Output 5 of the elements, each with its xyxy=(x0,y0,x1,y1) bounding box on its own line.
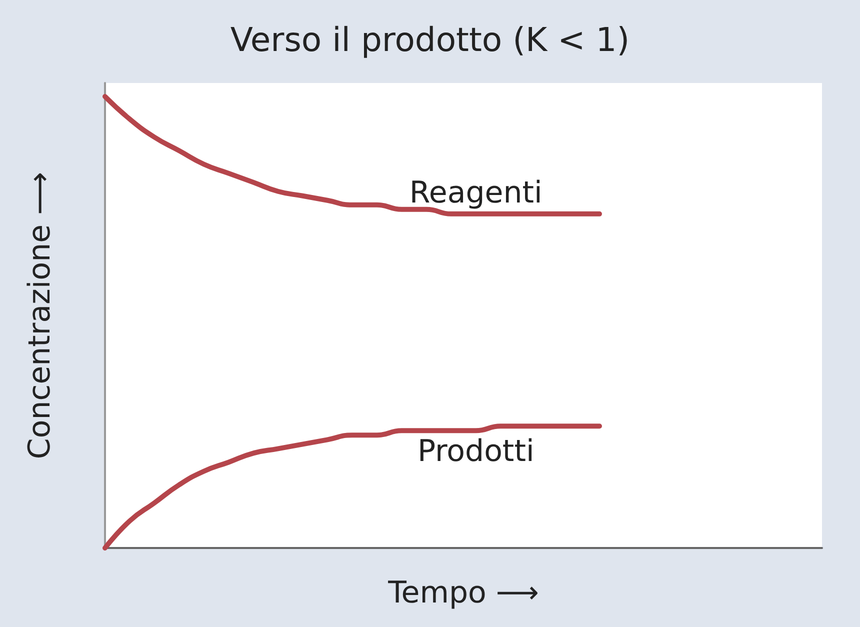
x-axis-title: Tempo ⟶ xyxy=(387,576,539,610)
series-label: Reagenti xyxy=(409,175,542,210)
chart-title: Verso il prodotto (K < 1) xyxy=(230,20,630,59)
y-axis-title: Concentrazione ⟶ xyxy=(22,172,58,460)
series-label: Prodotti xyxy=(417,434,534,470)
